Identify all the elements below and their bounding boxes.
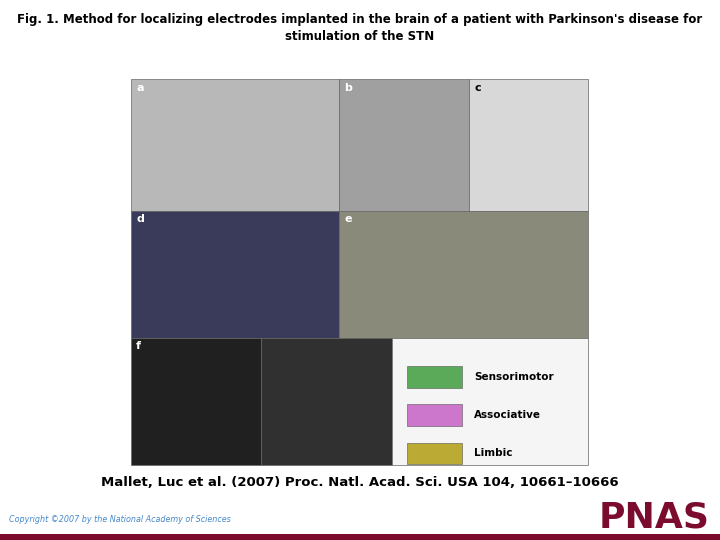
Text: Limbic: Limbic bbox=[474, 448, 513, 458]
Bar bbox=[408, 443, 462, 464]
Text: e: e bbox=[344, 214, 351, 224]
Text: a: a bbox=[136, 83, 143, 93]
Text: stimulation of the STN: stimulation of the STN bbox=[285, 30, 435, 43]
Text: Sensorimotor: Sensorimotor bbox=[474, 372, 554, 382]
Bar bbox=[131, 338, 261, 465]
Text: Associative: Associative bbox=[474, 410, 541, 420]
Text: f: f bbox=[136, 341, 141, 352]
Bar bbox=[339, 211, 588, 338]
Text: d: d bbox=[136, 214, 144, 224]
Bar bbox=[408, 366, 462, 388]
Text: Fig. 1. Method for localizing electrodes implanted in the brain of a patient wit: Fig. 1. Method for localizing electrodes… bbox=[17, 14, 703, 26]
Bar bbox=[131, 211, 339, 338]
Bar bbox=[131, 79, 339, 211]
Bar bbox=[339, 79, 469, 211]
Bar bbox=[392, 338, 588, 465]
Text: b: b bbox=[344, 83, 352, 93]
Bar bbox=[0, 534, 720, 540]
Bar bbox=[408, 404, 462, 426]
Bar bbox=[261, 338, 392, 465]
Text: PNAS: PNAS bbox=[598, 501, 709, 534]
Bar bbox=[469, 79, 588, 211]
Text: Mallet, Luc et al. (2007) Proc. Natl. Acad. Sci. USA 104, 10661–10666: Mallet, Luc et al. (2007) Proc. Natl. Ac… bbox=[102, 476, 618, 489]
Text: Copyright ©2007 by the National Academy of Sciences: Copyright ©2007 by the National Academy … bbox=[9, 515, 230, 524]
Text: c: c bbox=[474, 83, 481, 93]
